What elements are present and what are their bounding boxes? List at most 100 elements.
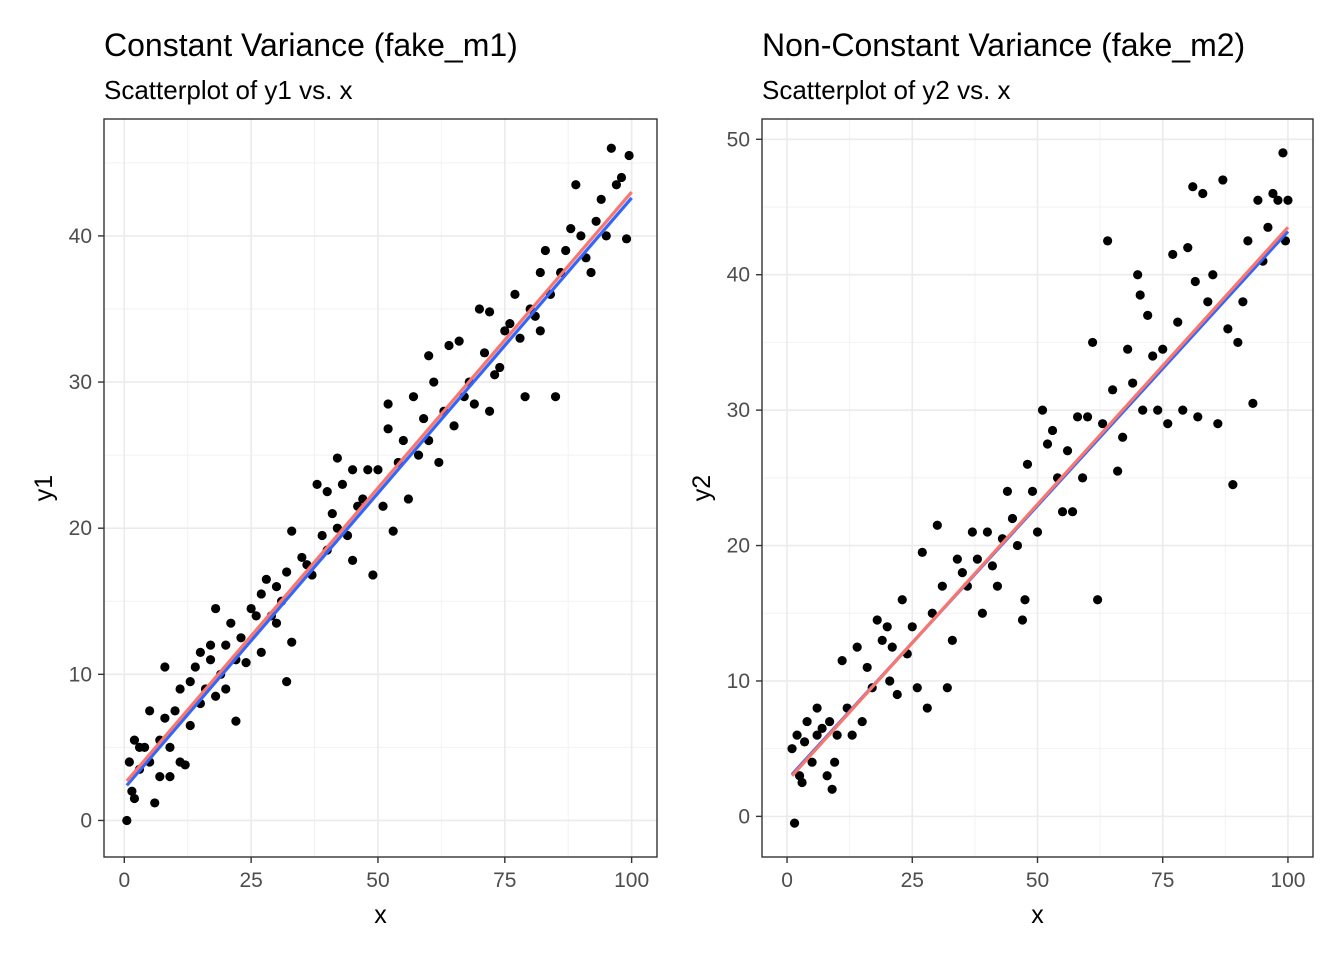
data-point <box>160 713 170 723</box>
data-point <box>327 508 337 519</box>
data-point <box>170 706 180 716</box>
data-point <box>150 798 160 808</box>
data-point <box>241 658 251 668</box>
data-point <box>892 689 902 700</box>
data-point <box>1103 236 1113 246</box>
data-point <box>1203 297 1213 307</box>
data-point <box>837 656 847 666</box>
data-point <box>271 582 282 592</box>
data-point <box>792 730 802 740</box>
data-point <box>561 245 571 256</box>
data-point <box>596 194 606 204</box>
data-point <box>510 289 520 299</box>
data-point <box>160 662 170 672</box>
data-point <box>1113 466 1123 476</box>
y-axis-title: y1 <box>30 475 58 501</box>
data-point <box>408 392 419 402</box>
data-point <box>139 742 150 752</box>
data-point <box>337 479 348 489</box>
data-point <box>479 348 490 358</box>
data-point <box>211 691 221 701</box>
y-tick-label: 10 <box>69 663 92 686</box>
data-point <box>1278 148 1288 158</box>
data-point <box>474 304 485 314</box>
data-point <box>802 716 812 727</box>
data-point <box>1223 324 1233 334</box>
data-point <box>1168 249 1178 260</box>
y-tick-label: 0 <box>738 805 750 828</box>
data-point <box>317 530 327 541</box>
data-point <box>912 683 922 693</box>
data-point <box>550 392 561 402</box>
data-point <box>1062 446 1073 456</box>
data-point <box>347 555 358 565</box>
data-point <box>1002 486 1013 496</box>
data-point <box>449 421 459 431</box>
data-point <box>1268 188 1278 199</box>
chart-subtitle: Scatterplot of y2 vs. x <box>762 75 1011 105</box>
data-point <box>1037 405 1048 415</box>
x-axis-title: x <box>374 901 387 929</box>
data-point <box>1208 270 1218 280</box>
data-point <box>611 180 622 190</box>
data-point <box>221 640 231 650</box>
x-tick-label: 25 <box>901 869 924 892</box>
data-point <box>797 777 807 788</box>
data-point <box>236 633 246 643</box>
data-point <box>221 684 231 694</box>
x-tick-label: 50 <box>366 869 389 892</box>
data-point <box>1190 276 1200 287</box>
data-point <box>591 216 601 226</box>
data-point <box>992 581 1003 591</box>
data-point <box>205 640 216 650</box>
data-point <box>535 326 545 336</box>
data-point <box>226 618 236 628</box>
data-point <box>535 267 545 278</box>
data-point <box>1198 188 1208 199</box>
data-point <box>830 757 840 767</box>
data-point <box>127 786 137 796</box>
data-point <box>1148 351 1158 361</box>
data-point <box>378 501 388 511</box>
y-tick-label: 40 <box>727 264 750 287</box>
data-point <box>1082 412 1093 422</box>
data-point <box>1158 344 1168 354</box>
data-point <box>1020 595 1030 605</box>
data-point <box>1243 236 1253 246</box>
data-point <box>383 399 393 409</box>
data-point <box>1135 290 1145 300</box>
plot-border <box>103 118 658 858</box>
chart-title: Constant Variance (fake_m1) <box>104 27 518 63</box>
data-point <box>952 554 962 564</box>
data-point <box>1178 405 1188 415</box>
data-point <box>1133 270 1143 280</box>
data-point <box>982 527 993 537</box>
data-point <box>942 683 952 693</box>
data-point <box>413 450 424 460</box>
data-point <box>972 554 982 564</box>
data-point <box>1218 175 1228 185</box>
data-point <box>862 662 872 673</box>
data-point <box>957 568 967 578</box>
data-point <box>1007 513 1018 524</box>
data-point <box>165 742 175 752</box>
data-point <box>1017 615 1028 625</box>
data-point <box>256 589 266 599</box>
data-point <box>807 757 817 767</box>
data-point <box>1238 297 1248 307</box>
data-point <box>1027 486 1038 496</box>
linear-fit-line <box>125 191 633 783</box>
data-point <box>917 547 927 557</box>
x-tick-label: 75 <box>493 869 516 892</box>
data-point <box>129 793 140 804</box>
chart-subtitle: Scatterplot of y1 vs. x <box>104 75 353 105</box>
data-point <box>515 333 525 343</box>
data-point <box>195 647 205 658</box>
y-axis-title: y2 <box>688 475 716 501</box>
data-point <box>1183 243 1193 253</box>
data-point <box>872 615 882 625</box>
data-point <box>271 618 282 628</box>
data-point <box>145 706 155 716</box>
data-point <box>403 494 414 504</box>
data-point <box>1193 412 1203 422</box>
